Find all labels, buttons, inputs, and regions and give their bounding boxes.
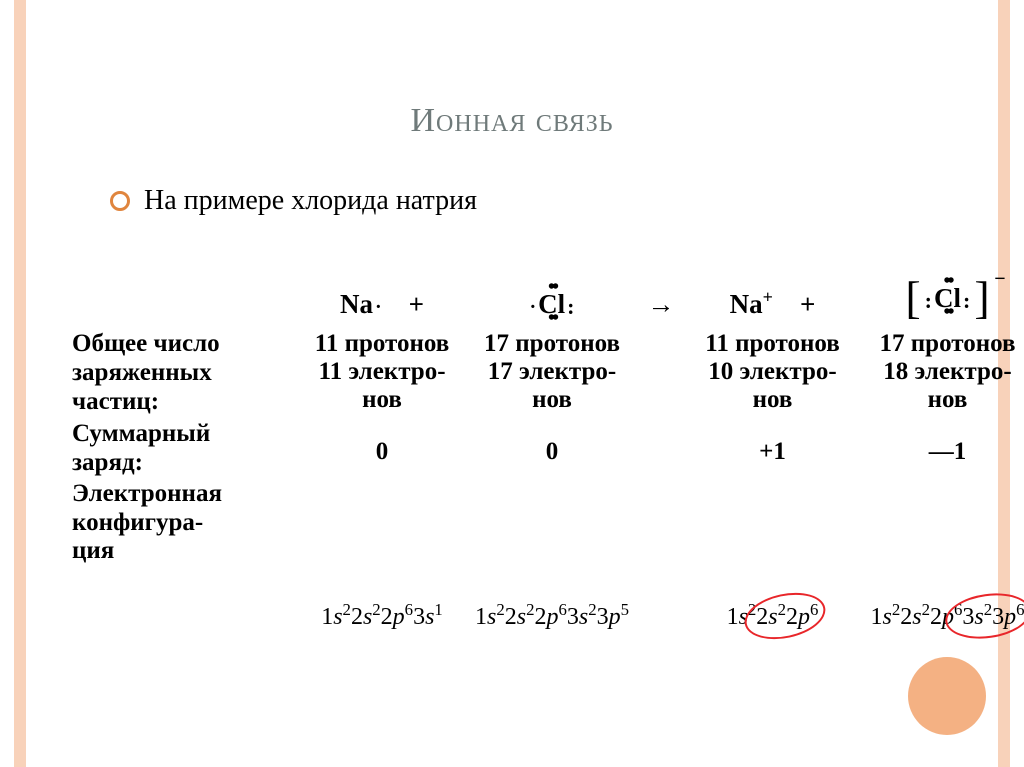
neg-charge: − — [994, 268, 1005, 291]
term-cl: •• ·Cl: •• — [467, 289, 637, 320]
charge-na: 0 — [297, 420, 467, 466]
particles-na: 11 протонов 11 электро- нов — [297, 330, 467, 414]
charges-row: Суммарный заряд: 0 0 +1 —1 — [72, 420, 964, 478]
bullet-text: На примере хлорида натрия — [144, 185, 477, 217]
dot-icon: · — [375, 297, 382, 317]
bullet-row: На примере хлорида натрия — [110, 185, 477, 217]
label-econfig: Электронная конфигура- ция — [72, 480, 297, 566]
dots-top-icon: •• — [548, 277, 556, 297]
colon-icon: : — [963, 290, 970, 312]
dot-icon: · — [530, 297, 537, 317]
dots-top-icon: •• — [943, 271, 951, 291]
charge-na-ion: +1 — [685, 420, 860, 466]
arrow: → — [637, 289, 685, 320]
bullet-icon — [110, 191, 130, 211]
bracket-left-icon: [ — [905, 280, 920, 317]
plus-2: + — [800, 289, 815, 319]
slide-title: Ионная связь — [0, 102, 1024, 140]
corner-accent-circle — [908, 657, 986, 735]
config-label-row: Электронная конфигура- ция — [72, 480, 964, 566]
term-cl-ion: [ •• :Cl: •• ] − — [860, 280, 1024, 320]
charge-cl-ion: —1 — [860, 420, 1024, 466]
plus-1: + — [409, 289, 424, 319]
econfig-cl-ion: 1s22s22p63s23p6 — [860, 600, 1024, 631]
particles-row: Общее число заряженных частиц: 11 протон… — [72, 330, 964, 416]
label-total-particles: Общее число заряженных частиц: — [72, 330, 297, 416]
symbol-na-ion: Na — [730, 289, 763, 319]
econfig-na-ion: 1s22s22p6 — [685, 600, 860, 631]
term-na: Na· + — [297, 289, 467, 320]
particles-cl: 17 протонов 17 электро- нов — [467, 330, 637, 414]
dots-bottom-icon: •• — [548, 308, 556, 328]
particles-cl-ion: 17 протонов 18 электро- нов — [860, 330, 1024, 414]
config-row: 1s22s22p63s1 1s22s22p63s23p5 1s22s22p6 1… — [72, 600, 964, 631]
plus-charge: + — [763, 287, 773, 307]
colon-icon: : — [925, 290, 932, 312]
particles-na-ion: 11 протонов 10 электро- нов — [685, 330, 860, 414]
econfig-cl: 1s22s22p63s23p5 — [467, 600, 637, 631]
charge-cl: 0 — [467, 420, 637, 466]
equation-row: Na· + •• ·Cl: •• → Na+ + [ •• :Cl: •• — [72, 280, 964, 320]
content-area: Na· + •• ·Cl: •• → Na+ + [ •• :Cl: •• — [72, 280, 964, 631]
bracket-right-icon: ] — [974, 280, 989, 317]
econfig-na: 1s22s22p63s1 — [297, 600, 467, 631]
term-na-ion: Na+ + — [685, 287, 860, 320]
label-sum-charge: Суммарный заряд: — [72, 420, 297, 478]
symbol-na: Na — [340, 289, 373, 319]
colon-icon: : — [567, 296, 574, 318]
dots-bottom-icon: •• — [943, 302, 951, 322]
